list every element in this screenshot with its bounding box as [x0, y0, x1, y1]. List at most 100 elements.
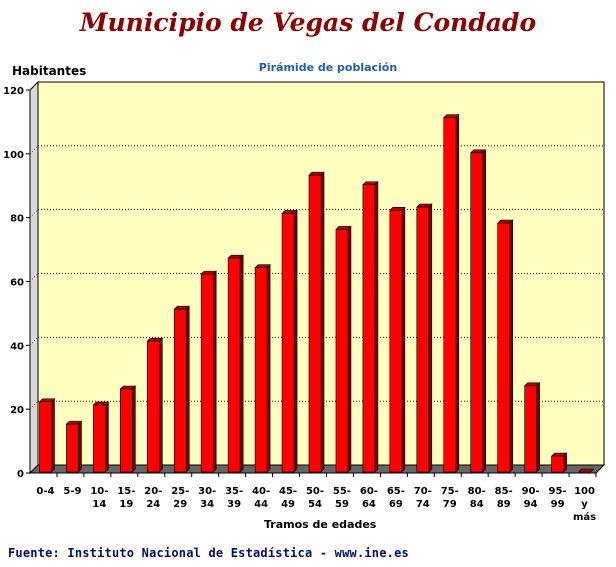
- y-axis-label: Habitantes: [12, 64, 87, 78]
- bar: [173, 308, 187, 473]
- bar-side: [374, 181, 379, 473]
- x-tick-label: 30-: [198, 486, 216, 497]
- bar: [443, 117, 457, 473]
- bar-side: [347, 225, 352, 473]
- x-tick-label: 90-: [522, 486, 540, 497]
- x-tick-label: 54: [308, 499, 322, 510]
- x-tick-label: 79: [443, 499, 457, 510]
- x-tick-label: 35-: [225, 486, 243, 497]
- bar-top: [550, 452, 568, 457]
- bar-top: [443, 114, 460, 119]
- y-tick-label: 120: [3, 86, 24, 97]
- x-tick-label: 14: [92, 499, 106, 510]
- bar-side: [401, 206, 406, 473]
- bar: [39, 401, 52, 473]
- bar-top: [146, 337, 164, 342]
- page-title: Municipio de Vegas del Condado: [79, 8, 537, 37]
- bar-top: [38, 398, 56, 403]
- bar-top: [254, 264, 271, 269]
- x-tick-label: 20-: [144, 486, 162, 497]
- x-tick-label: 15-: [117, 486, 135, 497]
- x-tick-label: 59: [335, 499, 349, 510]
- x-tick-label: 49: [281, 499, 295, 510]
- bar-top: [335, 226, 352, 230]
- bar-side: [158, 337, 163, 473]
- gridline-side: [29, 337, 39, 346]
- chart-title: Pirámide de población: [258, 61, 398, 74]
- x-tick-label: 39: [227, 499, 241, 510]
- x-tick-label: 44: [254, 499, 268, 510]
- bar: [497, 222, 510, 473]
- bar-top: [119, 385, 137, 390]
- bar-top: [281, 210, 298, 214]
- x-tick-label: 55-: [333, 486, 351, 497]
- bar-top: [173, 305, 190, 310]
- bar: [200, 273, 214, 473]
- x-tick-label: 45-: [279, 486, 297, 497]
- bar-side: [509, 219, 513, 473]
- bar: [551, 455, 564, 473]
- y-tick-label: 0: [17, 469, 24, 480]
- bar: [389, 209, 403, 473]
- bar-side: [428, 203, 433, 473]
- x-tick-label: 40-: [252, 486, 270, 497]
- x-tick-label: 5-9: [63, 486, 81, 497]
- x-tick-label: 74: [416, 499, 430, 510]
- bar: [66, 423, 79, 473]
- bar-top: [227, 254, 244, 259]
- bar-top: [416, 203, 433, 208]
- x-tick-label: 10-: [90, 486, 108, 497]
- x-tick-label: 29: [173, 499, 187, 510]
- x-tick-label: 19: [119, 499, 133, 510]
- x-tick-label: más: [573, 511, 596, 523]
- bar-side: [536, 382, 540, 473]
- x-tick-label: 60-: [360, 486, 378, 497]
- x-tick-label: 24: [146, 499, 160, 510]
- bar: [416, 206, 430, 473]
- bar-top: [523, 382, 541, 387]
- bar-top: [577, 468, 595, 473]
- bar-top: [308, 171, 325, 176]
- bar: [146, 340, 160, 473]
- gridline-side: [29, 273, 39, 282]
- bar: [254, 267, 268, 473]
- bar: [335, 229, 349, 473]
- y-tick-label: 40: [10, 341, 24, 352]
- x-tick-label: 84: [470, 499, 484, 510]
- x-tick-label: 0-4: [36, 486, 54, 497]
- bar-side: [212, 270, 217, 473]
- bar-top: [389, 206, 406, 211]
- y-tick-label: 60: [10, 278, 24, 289]
- x-tick-label: 80-: [468, 486, 486, 497]
- x-tick-label: 100: [574, 486, 595, 497]
- x-tick-label: 64: [362, 499, 376, 510]
- x-tick-label: 34: [200, 499, 214, 510]
- bar: [281, 213, 295, 473]
- y-tick-label: 80: [10, 214, 24, 225]
- bar: [470, 152, 484, 473]
- bar-top: [200, 270, 217, 275]
- bar-side: [455, 114, 460, 473]
- x-tick-label: 69: [389, 499, 403, 510]
- bar-top: [92, 401, 110, 406]
- bar-side: [266, 264, 271, 473]
- gridline-side: [29, 400, 39, 410]
- plot-side-wall: [29, 80, 39, 475]
- x-tick-label: 94: [524, 499, 538, 510]
- bar: [93, 404, 106, 473]
- bar-side: [132, 385, 136, 473]
- gridline-side: [29, 209, 39, 218]
- bar-top: [65, 420, 83, 425]
- bar-top: [362, 181, 379, 186]
- bar-side: [105, 401, 109, 473]
- y-tick-label: 100: [3, 150, 24, 161]
- bar-side: [320, 171, 325, 473]
- x-tick-label: 50-: [306, 486, 324, 497]
- x-axis-label: Tramos de edades: [264, 518, 377, 531]
- x-tick-label: y: [581, 499, 588, 510]
- bar-side: [239, 254, 244, 473]
- bar: [308, 174, 322, 473]
- bar-top: [496, 219, 514, 224]
- x-tick-label: 75-: [441, 486, 459, 497]
